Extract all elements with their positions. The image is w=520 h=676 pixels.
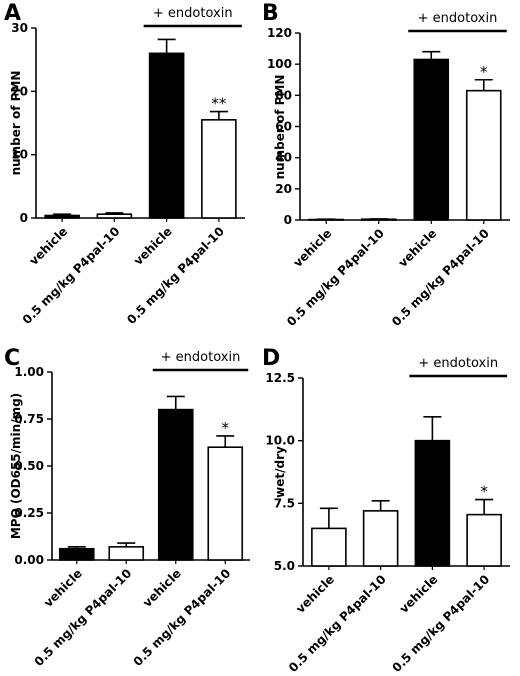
bar [108,546,145,561]
significance-label: * [480,63,488,81]
x-category-label: vehicle [41,566,85,610]
bracket-label: + endotoxin [161,350,241,365]
y-tick-label: 10.0 [265,434,295,448]
x-category-label: 0.5 mg/kg P4pal-10 [20,224,123,327]
y-tick-label: 10 [11,148,28,162]
panel-letter: C [4,346,20,371]
y-tick-label: 20 [275,182,292,196]
y-axis-label: wet/dry [273,446,287,498]
y-tick-label: 0.50 [14,459,44,473]
bar [207,446,244,561]
x-category-label: 0.5 mg/kg P4pal-10 [32,566,135,669]
x-category-label: vehicle [396,226,440,270]
x-category-label: 0.5 mg/kg P4pal-10 [131,566,234,669]
bar [44,214,80,219]
x-category-label: vehicle [293,572,337,616]
y-tick-label: 0.75 [14,412,44,426]
y-tick-label: 80 [275,88,292,102]
bar [96,213,133,219]
x-category-label: 0.5 mg/kg P4pal-10 [389,226,492,329]
significance-label: * [222,419,230,437]
bar [58,547,95,561]
bar [465,89,502,221]
y-tick-label: 5.0 [274,559,295,573]
y-axis-label: MPO (OD655/min/mg) [9,393,23,539]
y-tick-label: 0.00 [14,553,44,567]
y-tick-label: 12.5 [265,371,295,385]
bracket-label: + endotoxin [418,11,498,26]
x-category-label: vehicle [291,226,335,270]
y-tick-label: 30 [11,21,28,35]
y-tick-label: 60 [275,120,292,134]
x-category-label: vehicle [131,224,175,268]
y-tick-label: 100 [267,57,292,71]
bar [362,510,399,567]
x-category-label: vehicle [26,224,70,268]
y-axis-label: number of PMN [9,71,23,176]
x-category-label: vehicle [397,572,441,616]
significance-label: ** [211,95,227,113]
y-tick-label: 20 [11,84,28,98]
y-tick-label: 0 [284,213,292,227]
panel-letter: D [262,346,280,371]
y-tick-label: 0.25 [14,506,44,520]
bar [157,408,194,561]
y-tick-label: 0 [20,211,28,225]
bar [466,513,502,567]
y-tick-label: 7.5 [274,496,295,510]
x-category-label: 0.5 mg/kg P4pal-10 [390,572,493,675]
x-category-label: vehicle [140,566,184,610]
y-axis-label: number of PMN [273,75,287,180]
bar [413,58,450,221]
panel-letter: B [262,1,279,26]
bracket-label: + endotoxin [153,6,233,21]
x-category-label: 0.5 mg/kg P4pal-10 [286,572,389,675]
y-tick-label: 120 [267,26,292,40]
bar [311,527,347,567]
panel-letter: A [4,1,21,26]
bar [148,52,185,219]
chart-panel-c: C 0.00 0.25 0.50 0.75 1.00 MPO (OD655/min/mg) v… [4,346,250,669]
bracket-label: + endotoxin [418,356,498,371]
significance-label: * [480,483,488,501]
bar [414,439,451,567]
bar [201,119,237,219]
x-category-label: 0.5 mg/kg P4pal-10 [284,226,387,329]
x-category-label: 0.5 mg/kg P4pal-10 [124,224,227,327]
y-tick-label: 40 [275,151,292,165]
y-tick-label: 1.00 [14,365,44,379]
